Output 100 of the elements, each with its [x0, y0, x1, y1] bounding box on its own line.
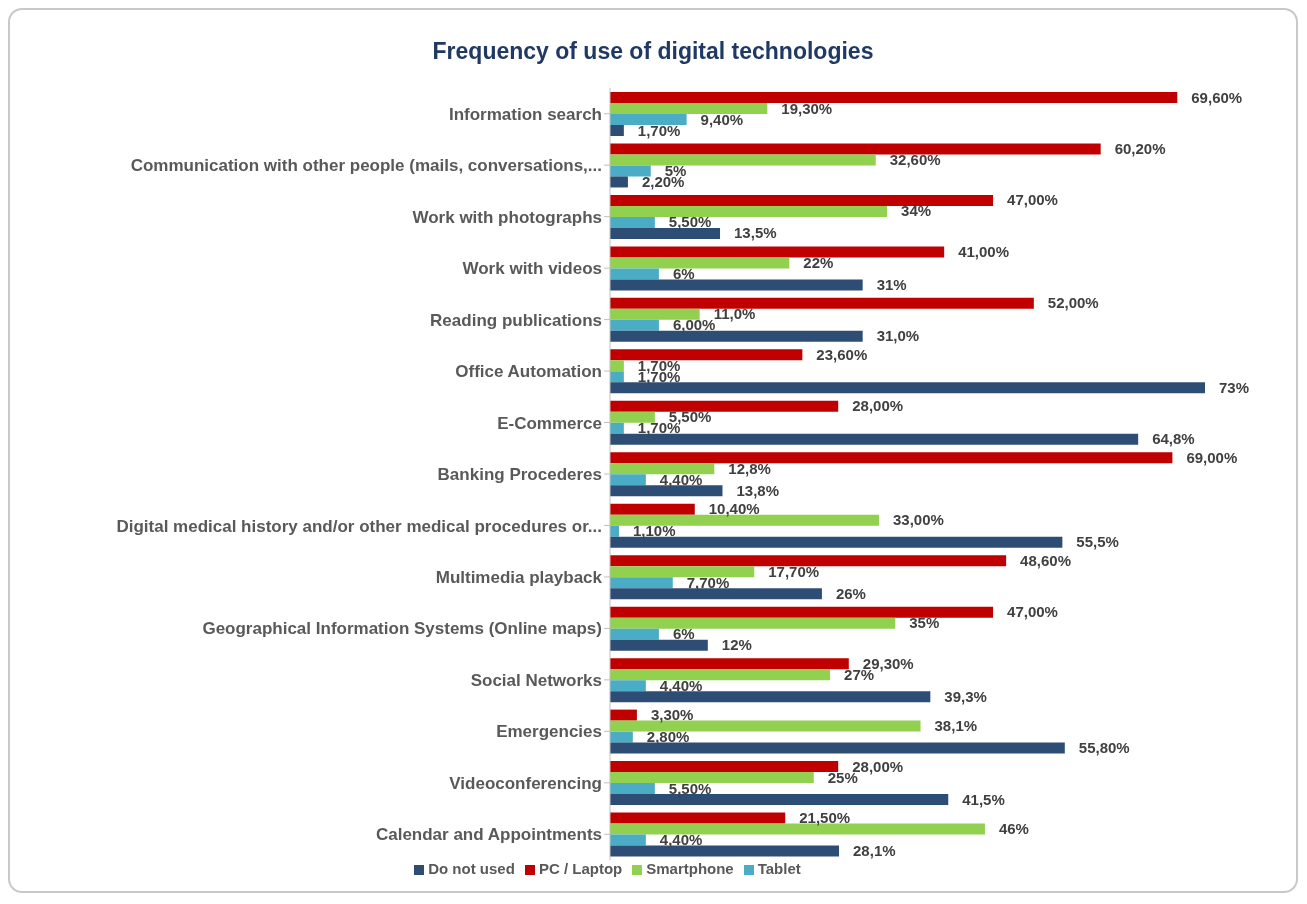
data-label: 4,40%: [659, 470, 703, 488]
data-label: 5,50%: [668, 779, 712, 797]
data-label: 41,5%: [962, 790, 1005, 808]
data-label: 6%: [672, 625, 695, 643]
data-label: 1,70%: [637, 356, 681, 374]
bar: [610, 606, 994, 618]
data-label: 32,60%: [889, 150, 941, 168]
data-label: 69,00%: [1186, 448, 1238, 466]
data-label: 4,40%: [659, 831, 703, 849]
legend-label: Tablet: [757, 860, 801, 877]
bar: [610, 783, 655, 795]
y-tick-label: Digital medical history and/or other medical procedures or...: [116, 516, 602, 536]
bar: [610, 474, 646, 486]
bar: [610, 154, 876, 166]
y-tick-label: E-Commerce: [497, 413, 602, 433]
data-label: 6%: [672, 264, 695, 282]
data-label: 23,60%: [816, 345, 868, 363]
data-label: 55,5%: [1076, 533, 1119, 551]
bar: [610, 114, 687, 125]
data-label: 4,40%: [659, 676, 703, 694]
data-label: 10,40%: [708, 500, 760, 518]
legend-label: PC / Laptop: [538, 860, 623, 877]
data-label: 3,30%: [650, 706, 694, 724]
bar: [610, 463, 715, 475]
bar: [610, 658, 849, 670]
y-tick-label: Communication with other people (mails, conversations,...: [130, 156, 602, 176]
data-label: 1,10%: [632, 522, 676, 540]
bar: [610, 371, 624, 383]
data-label: 69,60%: [1191, 88, 1243, 106]
bar: [610, 639, 708, 651]
data-label: 38,1%: [934, 717, 978, 735]
y-tick-label: Videoconferencing: [449, 773, 602, 793]
data-label: 26%: [835, 584, 866, 602]
y-tick-label: Reading publications: [430, 310, 602, 330]
data-label: 55,80%: [1078, 739, 1130, 757]
bar: [610, 176, 628, 188]
data-label: 52,00%: [1047, 294, 1099, 312]
bar: [610, 617, 896, 629]
bar: [610, 143, 1101, 155]
data-label: 12,8%: [728, 459, 771, 477]
bar: [610, 319, 659, 331]
y-tick-label: Social Networks: [470, 670, 602, 690]
data-label: 13,8%: [736, 481, 780, 499]
data-label: 28,00%: [852, 397, 904, 415]
y-tick-label: Multimedia playback: [435, 567, 603, 587]
data-label: 13,5%: [734, 224, 777, 242]
bar: [610, 360, 624, 372]
data-label: 19,30%: [781, 99, 833, 117]
bar: [610, 812, 786, 824]
data-label: 31,0%: [876, 327, 920, 345]
data-label: 48,60%: [1020, 551, 1071, 569]
data-label: 29,30%: [862, 654, 914, 672]
bar: [610, 555, 1007, 567]
bar: [610, 92, 1178, 103]
data-label: 31%: [876, 275, 907, 293]
bar: [610, 103, 768, 114]
bar: [610, 709, 637, 721]
data-label: 47,00%: [1007, 603, 1058, 621]
y-tick-label: Office Automation: [455, 362, 602, 382]
bar: [610, 503, 695, 515]
bar: [610, 216, 655, 228]
bar: [610, 246, 945, 258]
y-tick-label: Banking Procederes: [437, 465, 602, 485]
data-label: 22%: [803, 253, 834, 271]
bar: [610, 400, 839, 412]
y-tick-label: Information search: [448, 104, 602, 124]
data-label: 60,20%: [1114, 139, 1166, 157]
data-label: 47,00%: [1007, 191, 1058, 209]
bar: [610, 411, 655, 423]
data-label: 46%: [998, 820, 1029, 838]
data-label: 1,70%: [637, 121, 681, 139]
y-tick-label: Calendar and Appointments: [375, 825, 602, 845]
bar: [610, 577, 673, 589]
legend-label: Do not used: [428, 860, 515, 877]
bar: [610, 194, 994, 206]
legend-label: Smartphone: [646, 860, 734, 877]
data-label: 21,50%: [799, 809, 851, 827]
data-label: 9,40%: [700, 110, 744, 128]
bar: [610, 772, 814, 784]
bar: [610, 279, 863, 291]
y-tick-label: Emergencies: [496, 722, 602, 742]
bar: [610, 308, 700, 320]
y-tick-label: Work with photographs: [412, 207, 602, 227]
data-label: 2,80%: [646, 728, 690, 746]
bar: [610, 257, 790, 269]
bar: [610, 731, 633, 743]
bar: [610, 297, 1034, 309]
bar: [610, 349, 803, 361]
data-label: 34%: [901, 202, 932, 220]
data-label: 33,00%: [892, 511, 944, 529]
data-label: 7,70%: [686, 573, 730, 591]
bar: [610, 834, 646, 846]
data-label: 12%: [721, 636, 752, 654]
bar: [610, 669, 831, 681]
data-label: 73%: [1219, 378, 1250, 396]
data-label: 39,3%: [944, 687, 987, 705]
data-label: 41,00%: [958, 242, 1010, 260]
chart-title: Frequency of use of digital technologies: [431, 37, 875, 66]
data-label: 35%: [909, 614, 940, 632]
bar: [610, 422, 624, 434]
